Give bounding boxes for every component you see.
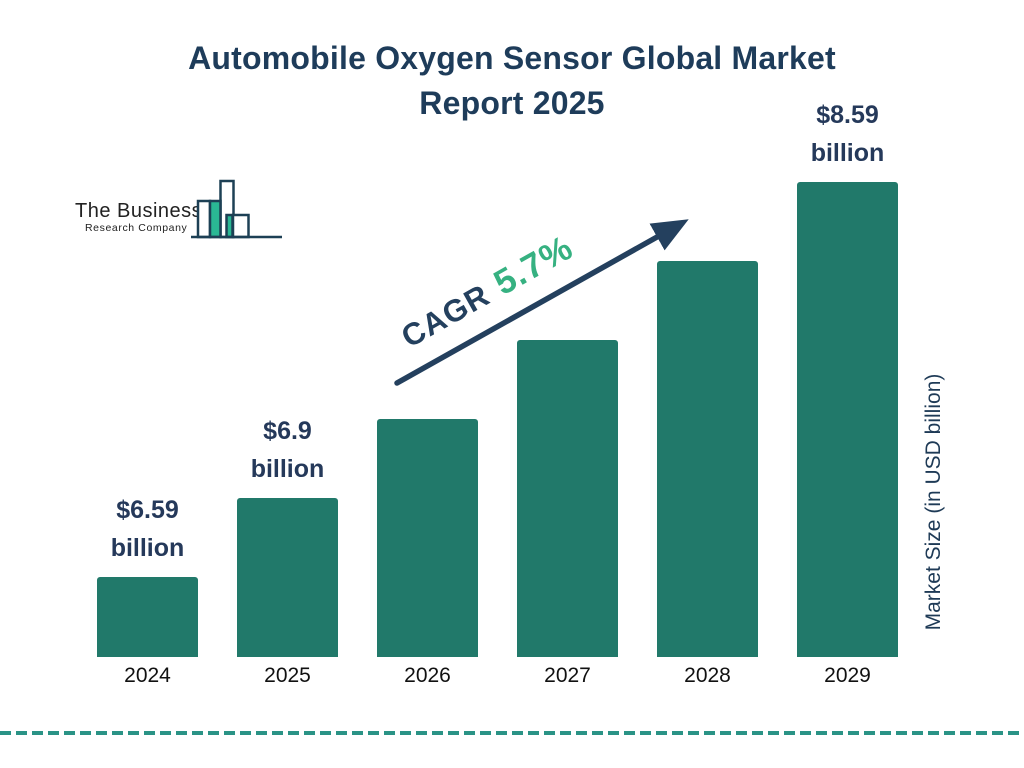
page-title: Automobile Oxygen Sensor Global Market R… xyxy=(0,36,1024,126)
logo-company-name: The Business xyxy=(75,200,203,222)
bar-2025 xyxy=(237,498,338,657)
x-tick-2025: 2025 xyxy=(264,664,311,687)
value-label-2029: $8.59 billion xyxy=(811,96,885,172)
value-amount: $6.9 xyxy=(263,417,312,445)
x-tick-2028: 2028 xyxy=(684,664,731,687)
value-unit: billion xyxy=(110,534,185,562)
value-unit: billion xyxy=(250,455,325,483)
x-tick-2024: 2024 xyxy=(124,664,171,687)
bar-2024 xyxy=(97,577,198,657)
value-unit: billion xyxy=(810,139,885,167)
value-label-2025: $6.9 billion xyxy=(251,412,325,488)
x-tick-2026: 2026 xyxy=(404,664,451,687)
company-logo: The Business Research Company xyxy=(75,178,285,248)
bar-2026 xyxy=(377,419,478,657)
y-axis-label: Market Size (in USD billion) xyxy=(922,373,945,631)
logo-bar-chart-icon xyxy=(191,179,282,239)
x-tick-2027: 2027 xyxy=(544,664,591,687)
bar-2029 xyxy=(797,182,898,657)
bar-2028 xyxy=(657,261,758,657)
page-title-line1: Automobile Oxygen Sensor Global Market xyxy=(188,40,836,76)
bar-2027 xyxy=(517,340,618,657)
x-tick-2029: 2029 xyxy=(824,664,871,687)
page-title-line2: Report 2025 xyxy=(419,85,605,121)
value-amount: $6.59 xyxy=(116,496,179,524)
value-amount: $8.59 xyxy=(816,101,879,129)
logo-company-subname: Research Company xyxy=(85,222,188,234)
value-label-2024: $6.59 billion xyxy=(111,491,185,567)
